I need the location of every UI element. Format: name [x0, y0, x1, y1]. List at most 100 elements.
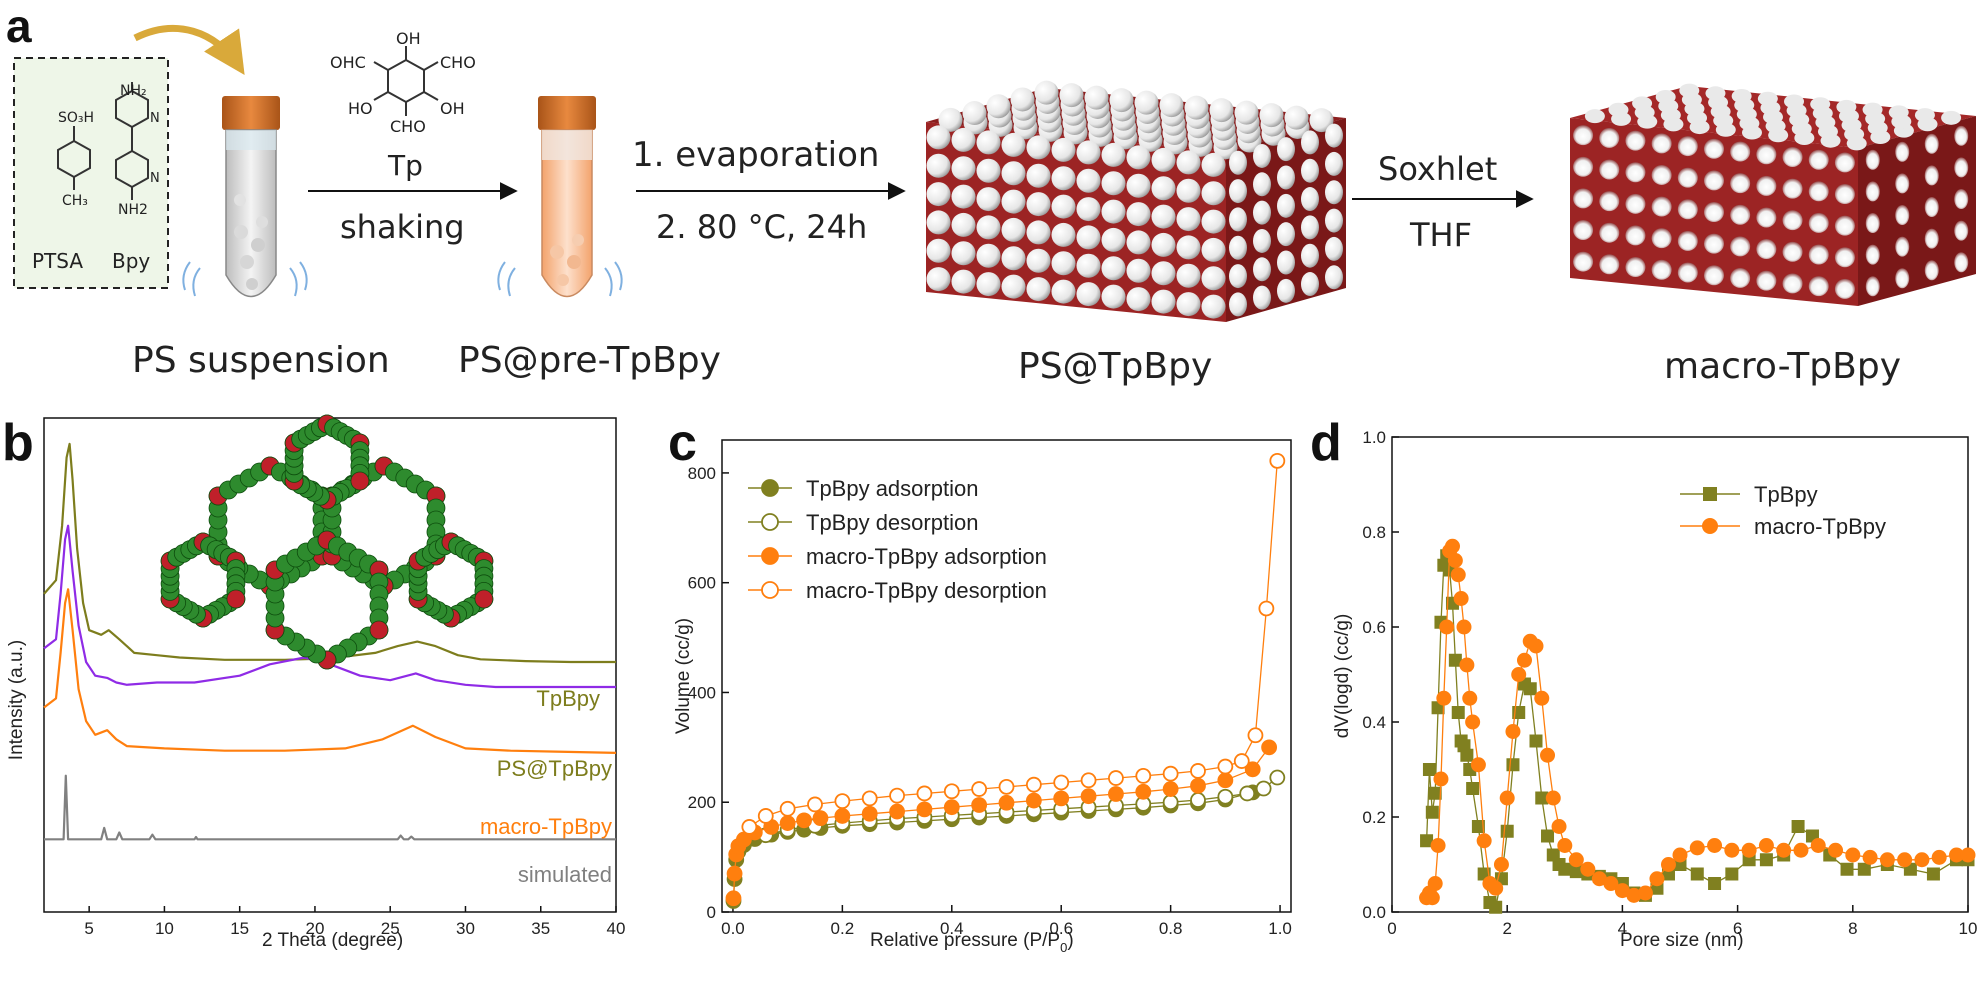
macropore — [1573, 156, 1594, 177]
macropore — [1651, 259, 1672, 280]
pore-point — [1470, 757, 1486, 773]
macropore — [1756, 270, 1777, 291]
ps-sphere — [1253, 228, 1271, 253]
isotherm-point — [779, 815, 796, 831]
tp-cho-left: OHC — [330, 53, 366, 72]
isotherm-point — [1255, 780, 1272, 797]
x-tick-label-c: 1.0 — [1268, 919, 1292, 938]
x-tick-label-d: 8 — [1848, 919, 1857, 938]
macropore — [1808, 276, 1829, 297]
macropore — [1655, 89, 1676, 104]
ps-sphere — [1026, 220, 1051, 245]
x-tick-label-b: 20 — [305, 919, 324, 938]
pore-point — [1534, 690, 1550, 706]
x-tick-label-d: 0 — [1387, 919, 1396, 938]
macropore — [1954, 125, 1969, 146]
ps-sphere — [1176, 207, 1201, 232]
ps-sphere — [962, 101, 987, 126]
macropore — [1924, 165, 1939, 186]
ps-sphere — [1277, 278, 1295, 303]
legend-marker-c — [761, 547, 779, 565]
macropore — [1573, 188, 1594, 209]
ps-sphere — [1253, 200, 1271, 225]
pore-point — [1427, 876, 1443, 891]
macropore — [1677, 199, 1698, 220]
ps-sphere — [1126, 287, 1151, 312]
macropore — [1895, 141, 1910, 162]
pore-point — [1489, 900, 1503, 914]
macropore — [1705, 86, 1726, 101]
x-tick-label-b: 15 — [230, 919, 249, 938]
ps-sphere — [1325, 265, 1343, 290]
pore-point — [1862, 849, 1878, 865]
ps-sphere — [1026, 192, 1051, 217]
pore-point — [1557, 838, 1573, 853]
pore-point — [1614, 883, 1630, 899]
y-tick-label-d: 0.2 — [1362, 808, 1386, 827]
y-tick-label-d: 0.0 — [1362, 903, 1386, 922]
legend-marker-c — [761, 513, 779, 531]
macropore — [1865, 149, 1880, 170]
ps-sphere — [986, 94, 1011, 119]
x-tick-label-b: 5 — [84, 919, 93, 938]
isotherm-point — [1080, 788, 1097, 805]
ps-sphere — [1126, 230, 1151, 255]
macropore — [1625, 257, 1646, 278]
ps-sphere — [1001, 189, 1026, 214]
ps-sphere — [1151, 147, 1176, 172]
ps-sphere — [1101, 171, 1126, 196]
y-tick-label-d: 0.6 — [1362, 618, 1386, 637]
ps-sphere — [1284, 105, 1309, 130]
pore-point — [1707, 838, 1723, 853]
ps-sphere — [1253, 285, 1271, 310]
isotherm-point — [1135, 783, 1152, 800]
isotherm-point — [889, 787, 905, 804]
pxrd-line — [43, 442, 616, 664]
isotherm-point — [916, 785, 933, 802]
macropore — [1924, 260, 1939, 281]
y-tick-label-c: 400 — [688, 683, 716, 702]
ps-sphere — [1253, 172, 1271, 197]
ps-sphere — [1201, 266, 1226, 291]
panel-letter-b: b — [2, 414, 34, 472]
macropore — [1808, 149, 1829, 170]
x-tick-label-d: 2 — [1502, 919, 1511, 938]
macropore — [1808, 244, 1829, 265]
ps-sphere — [1126, 202, 1151, 227]
macropore — [1895, 236, 1910, 257]
ps-sphere — [1277, 137, 1295, 162]
pore-point — [1845, 847, 1861, 863]
ps-sphere — [1126, 145, 1151, 170]
isotherm-point — [1217, 758, 1234, 775]
ps-sphere — [1325, 180, 1343, 205]
cof-atom — [369, 620, 389, 640]
macropore — [1756, 239, 1777, 260]
isotherm-series — [725, 452, 1286, 909]
pore-point — [1541, 829, 1555, 843]
tp-oh-right: OH — [440, 99, 465, 118]
macropore — [1573, 219, 1594, 240]
ps-sphere — [976, 187, 1001, 212]
isotherm-point — [861, 790, 878, 807]
pore-point — [1857, 862, 1871, 876]
pore-point — [1428, 786, 1442, 800]
macropore — [1865, 276, 1880, 297]
ps-sphere — [1209, 98, 1234, 123]
ps-sphere — [938, 107, 963, 132]
isotherm-point — [1108, 786, 1124, 802]
pore-point — [1451, 706, 1465, 719]
macropore — [1704, 138, 1724, 159]
isotherm-point — [1025, 776, 1042, 793]
ps-sphere — [951, 241, 976, 266]
x-axis-b: 5 10 15 20 25 30 35 40 — [84, 906, 625, 938]
ps-sphere — [1151, 289, 1176, 314]
isotherm-point — [1247, 727, 1264, 744]
isotherm-point — [1190, 777, 1206, 794]
ps-sphere — [926, 182, 951, 207]
pore-point — [1430, 838, 1446, 853]
add-arrow — [133, 24, 245, 76]
bpy-n-2: N — [150, 171, 160, 186]
ps-sphere — [1325, 208, 1343, 233]
macropore — [1599, 254, 1620, 275]
tp-cho-bottom: CHO — [390, 117, 426, 136]
